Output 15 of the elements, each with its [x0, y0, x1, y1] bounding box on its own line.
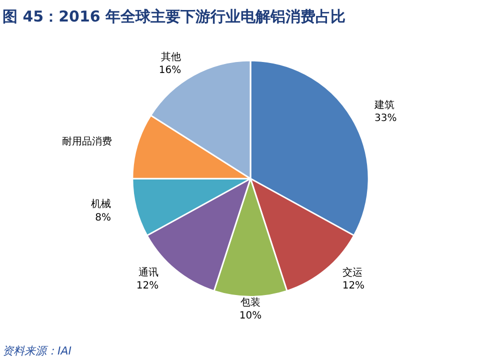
slice-label: 机械: [90, 198, 111, 210]
data-label: 33%: [374, 113, 397, 124]
slice-label: 通讯: [138, 266, 159, 278]
data-label: 10%: [239, 310, 262, 322]
text: 资料来源：IAI: [2, 344, 72, 358]
data-label: 12%: [136, 280, 159, 292]
slice-label: 其他: [161, 50, 182, 63]
slice-label: 耐用品消费: [62, 136, 112, 148]
data-label: 12%: [342, 280, 365, 292]
chart-title: 图 45：2016 年全球主要下游行业电解铝消费占比: [2, 8, 346, 26]
slice-label: 建筑: [374, 98, 395, 111]
data-label: 8%: [95, 212, 111, 224]
slice-label: 交运: [342, 266, 362, 278]
data-label: 16%: [158, 64, 182, 76]
slice-label: 包装: [240, 296, 260, 308]
